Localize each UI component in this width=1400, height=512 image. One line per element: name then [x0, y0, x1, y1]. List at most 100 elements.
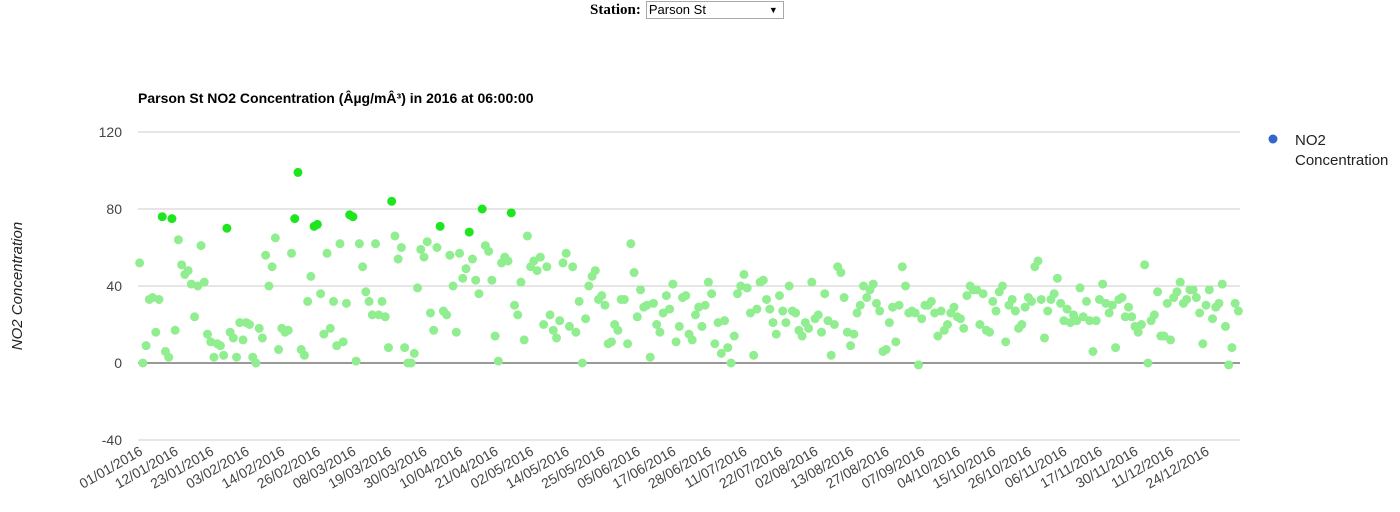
data-point [387, 196, 397, 206]
data-point [687, 335, 697, 345]
data-point [1217, 279, 1227, 289]
data-point [371, 239, 381, 249]
data-point [943, 320, 953, 329]
data-point [862, 293, 872, 303]
data-point [1133, 327, 1143, 337]
data-point [577, 358, 587, 368]
station-select[interactable]: Parson St [645, 1, 784, 19]
data-point [522, 231, 532, 241]
data-point [351, 356, 361, 366]
data-point [154, 294, 164, 304]
data-point [513, 310, 523, 320]
data-point [1081, 296, 1091, 306]
data-point [765, 304, 775, 314]
data-point [477, 204, 487, 214]
data-point [829, 320, 839, 329]
data-point [390, 231, 400, 241]
data-point [729, 331, 739, 341]
data-point [1052, 273, 1062, 283]
data-point [991, 306, 1001, 316]
data-point [406, 358, 416, 368]
data-point [448, 281, 458, 291]
legend-label: NO2 Concentration [1295, 132, 1389, 169]
y-tick-label: 0 [114, 355, 122, 371]
data-point [826, 350, 836, 360]
data-point [177, 260, 187, 270]
data-point [1204, 285, 1214, 295]
data-point [1072, 316, 1082, 326]
data-point [561, 248, 571, 258]
data-point [645, 352, 655, 362]
y-axis-label: NO2 Concentration [9, 222, 26, 350]
data-point [264, 281, 274, 291]
data-point [1085, 316, 1095, 326]
data-point [1166, 335, 1176, 345]
data-point [290, 214, 300, 224]
data-point [752, 304, 762, 314]
data-point [1198, 339, 1208, 349]
y-tick-label: 40 [106, 278, 122, 294]
data-point [1208, 314, 1218, 324]
data-point [564, 321, 574, 331]
data-point [891, 337, 901, 347]
data-point [1036, 294, 1046, 304]
data-point [235, 318, 245, 328]
data-point [432, 243, 442, 252]
data-point [749, 350, 759, 360]
data-point [584, 281, 594, 291]
y-tick-label: -40 [102, 432, 122, 448]
data-point [742, 283, 752, 293]
data-point [393, 254, 403, 264]
data-point [629, 268, 639, 278]
data-point [341, 298, 351, 308]
data-point [380, 312, 390, 322]
data-point [1149, 310, 1159, 320]
data-point [322, 248, 332, 258]
data-point [568, 262, 578, 272]
data-point [1175, 277, 1185, 287]
data-point [658, 308, 668, 318]
data-point [529, 256, 539, 266]
data-point [419, 252, 429, 262]
data-point [422, 237, 432, 247]
data-point [955, 314, 965, 324]
data-point [962, 291, 972, 301]
data-point [590, 266, 600, 276]
data-point [509, 300, 519, 310]
legend-marker [1268, 134, 1278, 144]
data-point [267, 262, 277, 272]
data-point [816, 327, 826, 337]
data-point [461, 264, 471, 274]
data-point [409, 348, 419, 358]
data-point [487, 275, 497, 285]
data-point [710, 339, 720, 349]
data-point [1230, 298, 1240, 308]
data-point [1075, 283, 1085, 293]
data-point [1033, 256, 1043, 266]
data-point [871, 298, 881, 308]
data-point [884, 318, 894, 328]
data-point [232, 352, 242, 362]
data-point [1162, 298, 1172, 308]
data-point [723, 343, 733, 353]
data-point [674, 321, 684, 331]
data-point [348, 212, 358, 222]
data-point [552, 333, 562, 343]
data-point [319, 329, 329, 339]
y-tick-label: 80 [106, 201, 122, 217]
data-point [917, 314, 927, 324]
data-point [548, 325, 558, 335]
data-point [506, 208, 516, 218]
data-point [975, 320, 985, 329]
data-point [1120, 312, 1130, 322]
data-point [190, 312, 200, 322]
data-point [202, 329, 212, 339]
data-point [1098, 279, 1108, 289]
data-point [283, 325, 293, 335]
data-point [768, 318, 778, 328]
data-point [697, 321, 707, 331]
data-point [913, 360, 923, 370]
data-point [613, 325, 623, 335]
data-point [222, 223, 232, 233]
data-point [868, 279, 878, 289]
